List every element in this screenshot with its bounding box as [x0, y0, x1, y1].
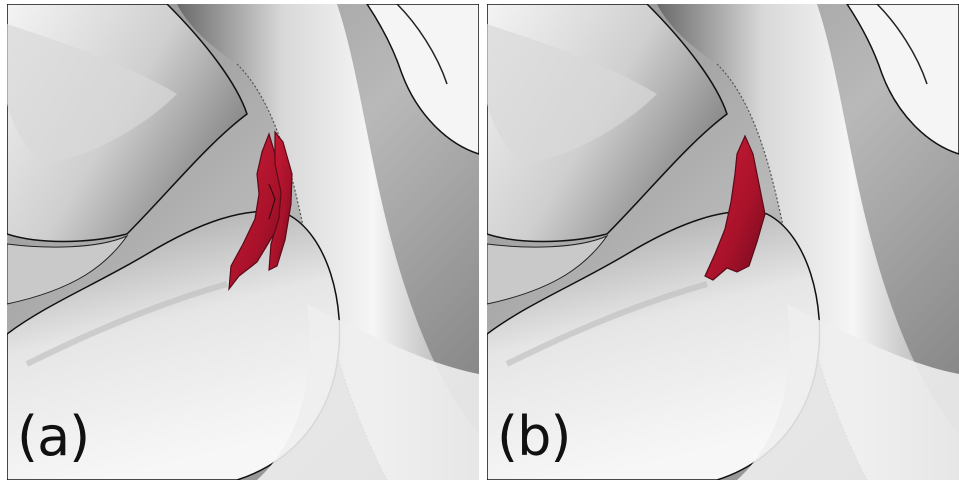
- panel-label-b: (b): [497, 405, 571, 468]
- panel-b: (b): [487, 4, 959, 480]
- surface-render-a: [7, 4, 479, 480]
- panel-a: (a): [7, 4, 479, 480]
- panel-label-a: (a): [17, 405, 90, 468]
- surface-render-b: [487, 4, 959, 480]
